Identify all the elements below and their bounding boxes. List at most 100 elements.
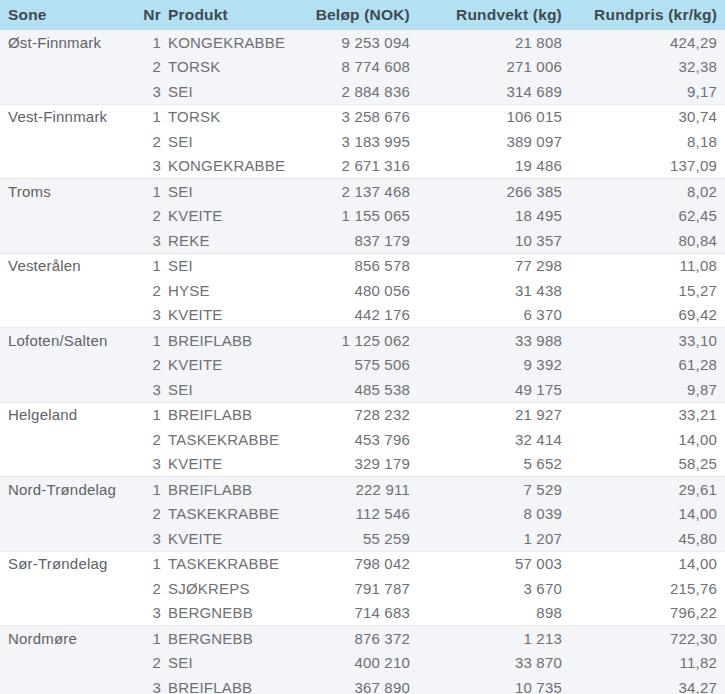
header-row: Sone Nr Produkt Beløp (NOK) Rundvekt (kg… bbox=[0, 0, 725, 30]
rundpris-cell: 33,10 bbox=[562, 328, 725, 353]
rundpris-cell: 34,27 bbox=[562, 675, 725, 694]
rundvekt-cell: 19 486 bbox=[410, 154, 562, 179]
column-header-rundpris: Rundpris (kr/kg) bbox=[562, 0, 725, 30]
nr-cell: 1 bbox=[133, 626, 161, 651]
produkt-cell: SEI bbox=[161, 651, 313, 676]
belop-cell: 856 578 bbox=[313, 253, 410, 278]
nr-cell: 1 bbox=[133, 402, 161, 427]
column-header-rundvekt: Rundvekt (kg) bbox=[410, 0, 562, 30]
sone-cell: Sør-Trøndelag bbox=[0, 551, 133, 576]
rundvekt-cell: 57 003 bbox=[410, 551, 562, 576]
table-row: 3BREIFLABB367 89010 73534,27 bbox=[0, 675, 725, 694]
nr-cell: 1 bbox=[133, 551, 161, 576]
rundvekt-cell: 77 298 bbox=[410, 253, 562, 278]
table-row: Øst-Finnmark1KONGEKRABBE9 253 09421 8084… bbox=[0, 30, 725, 55]
rundvekt-cell: 266 385 bbox=[410, 179, 562, 204]
table-row: 3KVEITE329 1795 65258,25 bbox=[0, 452, 725, 477]
rundvekt-cell: 33 870 bbox=[410, 651, 562, 676]
table-row: 2KVEITE1 155 06518 49562,45 bbox=[0, 204, 725, 229]
sone-cell bbox=[0, 502, 133, 527]
rundpris-cell: 215,76 bbox=[562, 576, 725, 601]
rundvekt-cell: 9 392 bbox=[410, 353, 562, 378]
rundpris-cell: 61,28 bbox=[562, 353, 725, 378]
table-row: 2SEI400 21033 87011,82 bbox=[0, 651, 725, 676]
rundvekt-cell: 8 039 bbox=[410, 502, 562, 527]
table-row: Troms1SEI2 137 468266 3858,02 bbox=[0, 179, 725, 204]
table-row: 2SEI3 183 995389 0978,18 bbox=[0, 129, 725, 154]
produkt-cell: KONGEKRABBE bbox=[161, 154, 313, 179]
rundpris-cell: 45,80 bbox=[562, 526, 725, 551]
belop-cell: 728 232 bbox=[313, 402, 410, 427]
sone-cell bbox=[0, 377, 133, 402]
table-row: 2TASKEKRABBE453 79632 41414,00 bbox=[0, 427, 725, 452]
sone-cell bbox=[0, 303, 133, 328]
belop-cell: 2 137 468 bbox=[313, 179, 410, 204]
belop-cell: 485 538 bbox=[313, 377, 410, 402]
belop-cell: 714 683 bbox=[313, 601, 410, 626]
table-row: 2TORSK8 774 608271 00632,38 bbox=[0, 55, 725, 80]
belop-cell: 1 155 065 bbox=[313, 204, 410, 229]
nr-cell: 3 bbox=[133, 601, 161, 626]
table-row: 3SEI485 53849 1759,87 bbox=[0, 377, 725, 402]
produkt-cell: TASKEKRABBE bbox=[161, 551, 313, 576]
table-body: Øst-Finnmark1KONGEKRABBE9 253 09421 8084… bbox=[0, 30, 725, 694]
sone-cell bbox=[0, 129, 133, 154]
sone-cell bbox=[0, 427, 133, 452]
nr-cell: 2 bbox=[133, 129, 161, 154]
table-row: Nordmøre1BERGNEBB876 3721 213722,30 bbox=[0, 626, 725, 651]
rundvekt-cell: 10 735 bbox=[410, 675, 562, 694]
nr-cell: 1 bbox=[133, 253, 161, 278]
belop-cell: 55 259 bbox=[313, 526, 410, 551]
belop-cell: 367 890 bbox=[313, 675, 410, 694]
nr-cell: 2 bbox=[133, 576, 161, 601]
rundpris-cell: 8,18 bbox=[562, 129, 725, 154]
belop-cell: 222 911 bbox=[313, 477, 410, 502]
table-row: Nord-Trøndelag1BREIFLABB222 9117 52929,6… bbox=[0, 477, 725, 502]
sone-cell: Nordmøre bbox=[0, 626, 133, 651]
rundpris-cell: 30,74 bbox=[562, 104, 725, 129]
nr-cell: 1 bbox=[133, 328, 161, 353]
table-row: 3KONGEKRABBE2 671 31619 486137,09 bbox=[0, 154, 725, 179]
nr-cell: 2 bbox=[133, 278, 161, 303]
produkt-cell: BREIFLABB bbox=[161, 328, 313, 353]
rundvekt-cell: 898 bbox=[410, 601, 562, 626]
produkt-cell: SJØKREPS bbox=[161, 576, 313, 601]
produkt-cell: TORSK bbox=[161, 104, 313, 129]
rundpris-cell: 14,00 bbox=[562, 551, 725, 576]
nr-cell: 1 bbox=[133, 477, 161, 502]
column-header-belop: Beløp (NOK) bbox=[313, 0, 410, 30]
sone-cell: Øst-Finnmark bbox=[0, 30, 133, 55]
table-row: 2HYSE480 05631 43815,27 bbox=[0, 278, 725, 303]
rundpris-cell: 14,00 bbox=[562, 427, 725, 452]
sone-cell bbox=[0, 55, 133, 80]
nr-cell: 3 bbox=[133, 303, 161, 328]
rundvekt-cell: 6 370 bbox=[410, 303, 562, 328]
nr-cell: 2 bbox=[133, 651, 161, 676]
rundvekt-cell: 271 006 bbox=[410, 55, 562, 80]
rundvekt-cell: 31 438 bbox=[410, 278, 562, 303]
nr-cell: 2 bbox=[133, 55, 161, 80]
rundpris-cell: 11,08 bbox=[562, 253, 725, 278]
nr-cell: 3 bbox=[133, 377, 161, 402]
rundpris-cell: 9,87 bbox=[562, 377, 725, 402]
sone-cell bbox=[0, 651, 133, 676]
sone-cell bbox=[0, 79, 133, 104]
rundvekt-cell: 389 097 bbox=[410, 129, 562, 154]
belop-cell: 329 179 bbox=[313, 452, 410, 477]
sone-cell: Lofoten/Salten bbox=[0, 328, 133, 353]
rundvekt-cell: 5 652 bbox=[410, 452, 562, 477]
column-header-produkt: Produkt bbox=[161, 0, 313, 30]
belop-cell: 112 546 bbox=[313, 502, 410, 527]
sone-cell bbox=[0, 526, 133, 551]
belop-cell: 3 183 995 bbox=[313, 129, 410, 154]
sone-cell bbox=[0, 452, 133, 477]
nr-cell: 3 bbox=[133, 526, 161, 551]
belop-cell: 837 179 bbox=[313, 228, 410, 253]
rundpris-cell: 14,00 bbox=[562, 502, 725, 527]
rundpris-cell: 11,82 bbox=[562, 651, 725, 676]
belop-cell: 400 210 bbox=[313, 651, 410, 676]
belop-cell: 442 176 bbox=[313, 303, 410, 328]
column-header-nr: Nr bbox=[133, 0, 161, 30]
rundpris-cell: 58,25 bbox=[562, 452, 725, 477]
rundvekt-cell: 1 213 bbox=[410, 626, 562, 651]
